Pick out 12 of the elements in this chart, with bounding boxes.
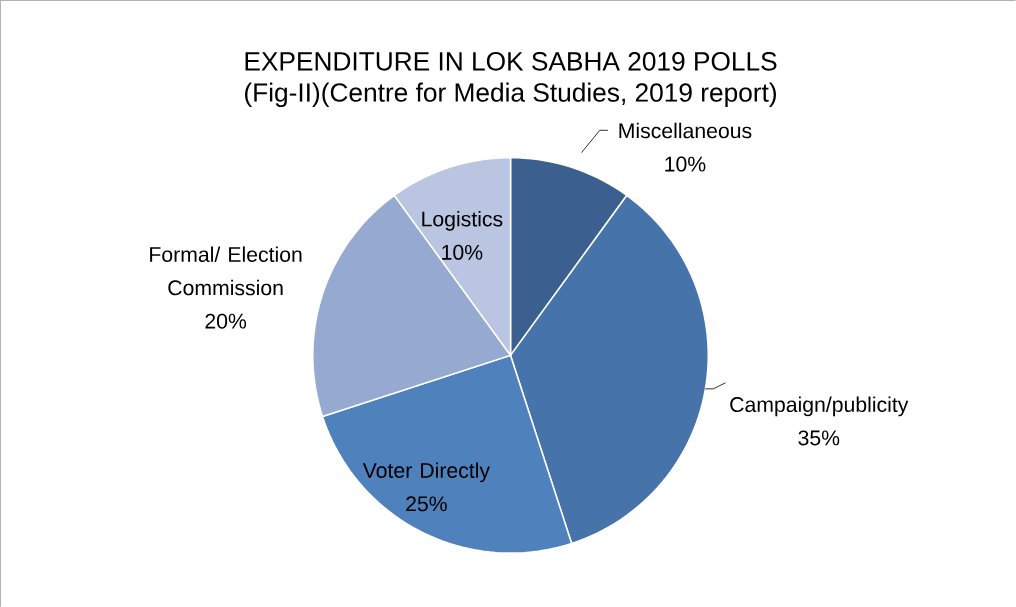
- data-label: 35%: [798, 430, 840, 446]
- slice-label: Formal/ Election Commission: [150, 246, 302, 296]
- slice-label: Voter Directly: [362, 462, 490, 482]
- slice-label: Campaign/publicity: [730, 396, 909, 417]
- data-label: 10%: [665, 156, 706, 172]
- data-label: 20%: [205, 313, 247, 329]
- slice-label: Logistics: [422, 210, 503, 231]
- data-label: 25%: [406, 496, 447, 512]
- data-label: 10%: [442, 244, 483, 260]
- chart-subtitle: (Fig-II)(Centre for Media Studies, 2019 report): [245, 82, 776, 107]
- slice-label: Miscellaneous: [619, 122, 752, 139]
- chart-title: EXPENDITURE IN LOK SABHA 2019 POLLS: [245, 51, 777, 71]
